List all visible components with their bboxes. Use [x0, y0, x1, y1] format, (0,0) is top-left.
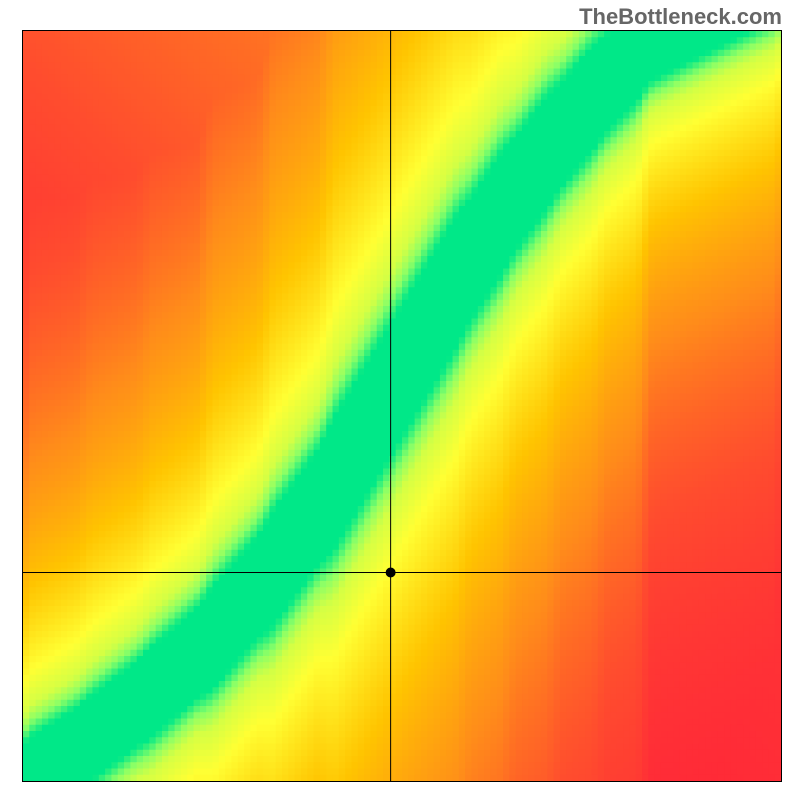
heatmap-cells: [23, 31, 782, 782]
watermark-text: TheBottleneck.com: [579, 4, 782, 30]
heatmap-svg: [22, 30, 782, 782]
heatmap-chart: [22, 30, 782, 782]
crosshair-marker: [386, 568, 396, 578]
